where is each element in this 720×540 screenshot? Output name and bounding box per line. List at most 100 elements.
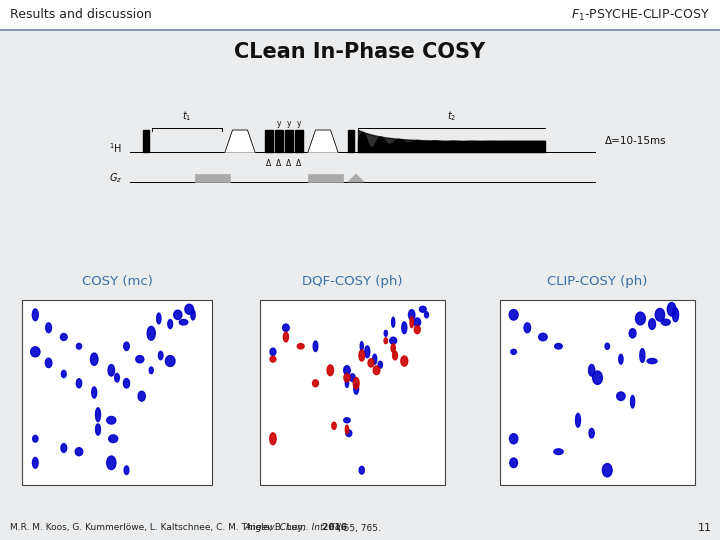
Ellipse shape	[373, 354, 377, 364]
Ellipse shape	[332, 422, 336, 429]
Text: 2016: 2016	[319, 523, 347, 532]
Ellipse shape	[510, 458, 518, 468]
Ellipse shape	[45, 358, 52, 368]
Text: $\Delta$: $\Delta$	[285, 157, 292, 168]
Ellipse shape	[313, 341, 318, 352]
Text: M.R. M. Koos, G. Kummerlöwe, L. Kaltschnee, C. M. Thiele, B. Luy,: M.R. M. Koos, G. Kummerlöwe, L. Kaltschn…	[10, 523, 308, 532]
Text: Results and discussion: Results and discussion	[10, 9, 152, 22]
Ellipse shape	[124, 466, 129, 475]
Bar	[308, 174, 343, 182]
Ellipse shape	[107, 416, 116, 424]
Text: $t_2$: $t_2$	[447, 109, 456, 123]
Ellipse shape	[510, 349, 516, 354]
Ellipse shape	[410, 317, 413, 328]
Ellipse shape	[414, 326, 420, 334]
Polygon shape	[225, 130, 255, 152]
Ellipse shape	[510, 434, 518, 444]
Ellipse shape	[30, 347, 40, 357]
Bar	[500, 300, 695, 485]
Ellipse shape	[158, 352, 163, 360]
Ellipse shape	[76, 379, 81, 388]
Bar	[0, 0, 720, 30]
Ellipse shape	[344, 374, 350, 382]
Ellipse shape	[75, 448, 83, 456]
Ellipse shape	[109, 435, 118, 443]
Ellipse shape	[368, 359, 374, 367]
Ellipse shape	[185, 304, 194, 314]
Ellipse shape	[359, 466, 364, 474]
Ellipse shape	[136, 355, 144, 363]
Text: $F_1$-PSYCHE-CLIP-COSY: $F_1$-PSYCHE-CLIP-COSY	[571, 8, 710, 23]
Bar	[195, 174, 230, 182]
Ellipse shape	[124, 342, 130, 350]
Text: CLIP-COSY (ph): CLIP-COSY (ph)	[547, 275, 648, 288]
Ellipse shape	[32, 457, 38, 468]
Ellipse shape	[350, 374, 355, 382]
Ellipse shape	[107, 456, 116, 470]
Ellipse shape	[174, 310, 182, 320]
Ellipse shape	[179, 320, 188, 325]
Ellipse shape	[168, 320, 173, 328]
Ellipse shape	[312, 380, 318, 387]
Ellipse shape	[91, 387, 96, 398]
Text: DQF-COSY (ph): DQF-COSY (ph)	[302, 275, 402, 288]
Text: $\Delta$: $\Delta$	[295, 157, 302, 168]
Text: , 55, 765.: , 55, 765.	[338, 523, 380, 532]
Ellipse shape	[354, 377, 359, 389]
Ellipse shape	[378, 361, 382, 368]
Ellipse shape	[589, 428, 594, 438]
Bar	[143, 130, 149, 152]
Text: y: y	[297, 119, 301, 128]
Ellipse shape	[661, 319, 670, 325]
Ellipse shape	[524, 323, 531, 333]
Text: $\Delta$: $\Delta$	[276, 157, 282, 168]
Ellipse shape	[384, 330, 387, 336]
Ellipse shape	[270, 433, 276, 444]
Ellipse shape	[76, 343, 81, 349]
Ellipse shape	[373, 366, 380, 375]
Text: Δ=10-15ms: Δ=10-15ms	[605, 136, 667, 146]
Ellipse shape	[359, 350, 364, 361]
Ellipse shape	[392, 317, 395, 327]
Ellipse shape	[96, 424, 101, 435]
Ellipse shape	[60, 334, 67, 341]
Ellipse shape	[297, 343, 304, 349]
Ellipse shape	[46, 323, 51, 333]
Bar	[260, 300, 445, 485]
Ellipse shape	[655, 308, 665, 321]
Ellipse shape	[616, 392, 625, 401]
Text: CLean In-Phase COSY: CLean In-Phase COSY	[235, 42, 485, 62]
Ellipse shape	[147, 326, 156, 340]
Ellipse shape	[283, 324, 289, 332]
Ellipse shape	[603, 463, 612, 477]
Bar	[348, 130, 354, 152]
Text: COSY (mc): COSY (mc)	[81, 275, 153, 288]
Ellipse shape	[32, 309, 38, 321]
Ellipse shape	[672, 308, 678, 322]
Bar	[295, 130, 303, 152]
Ellipse shape	[191, 309, 195, 320]
Text: $^1$H: $^1$H	[109, 141, 122, 155]
Polygon shape	[348, 174, 364, 182]
Ellipse shape	[631, 395, 634, 408]
Ellipse shape	[390, 337, 397, 344]
Ellipse shape	[554, 449, 563, 455]
Ellipse shape	[61, 443, 67, 453]
Ellipse shape	[402, 322, 407, 334]
Ellipse shape	[149, 367, 153, 374]
Ellipse shape	[636, 312, 645, 325]
Ellipse shape	[346, 379, 348, 388]
Ellipse shape	[618, 354, 623, 364]
Ellipse shape	[554, 343, 562, 349]
Ellipse shape	[108, 364, 114, 376]
Text: Angew. Chem. Int. Ed.: Angew. Chem. Int. Ed.	[244, 523, 344, 532]
Ellipse shape	[270, 356, 276, 362]
Ellipse shape	[593, 371, 603, 384]
Ellipse shape	[640, 349, 645, 362]
Ellipse shape	[91, 353, 98, 366]
Text: y: y	[287, 119, 292, 128]
Ellipse shape	[629, 329, 636, 338]
Ellipse shape	[96, 408, 101, 422]
Ellipse shape	[539, 333, 547, 341]
Ellipse shape	[157, 313, 161, 324]
